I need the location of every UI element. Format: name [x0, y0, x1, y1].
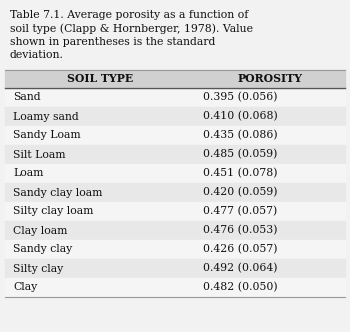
- Text: 0.485 (0.059): 0.485 (0.059): [203, 149, 277, 160]
- Text: Sandy clay: Sandy clay: [13, 244, 72, 255]
- Bar: [5, 107, 345, 126]
- Bar: [5, 183, 345, 202]
- Text: deviation.: deviation.: [10, 50, 64, 60]
- Bar: [5, 240, 345, 259]
- Text: soil type (Clapp & Hornberger, 1978). Value: soil type (Clapp & Hornberger, 1978). Va…: [10, 24, 253, 34]
- Text: Sandy Loam: Sandy Loam: [13, 130, 80, 140]
- Text: 0.410 (0.068): 0.410 (0.068): [203, 111, 278, 122]
- Text: 0.426 (0.057): 0.426 (0.057): [203, 244, 278, 255]
- Bar: [5, 145, 345, 164]
- Bar: [5, 202, 345, 221]
- Text: Silty clay: Silty clay: [13, 264, 63, 274]
- Text: 0.482 (0.050): 0.482 (0.050): [203, 282, 278, 292]
- Bar: [5, 88, 345, 107]
- Text: SOIL TYPE: SOIL TYPE: [67, 73, 133, 85]
- Bar: [5, 126, 345, 145]
- Text: Loam: Loam: [13, 169, 43, 179]
- Text: Sandy clay loam: Sandy clay loam: [13, 188, 102, 198]
- Text: 0.435 (0.086): 0.435 (0.086): [203, 130, 278, 141]
- Text: 0.420 (0.059): 0.420 (0.059): [203, 187, 278, 198]
- Text: 0.395 (0.056): 0.395 (0.056): [203, 92, 278, 103]
- Text: POROSITY: POROSITY: [238, 73, 302, 85]
- Text: 0.492 (0.064): 0.492 (0.064): [203, 263, 278, 274]
- Text: Clay: Clay: [13, 283, 37, 292]
- Text: 0.477 (0.057): 0.477 (0.057): [203, 207, 277, 217]
- Bar: [5, 278, 345, 297]
- Text: 0.476 (0.053): 0.476 (0.053): [203, 225, 278, 236]
- Text: Loamy sand: Loamy sand: [13, 112, 79, 122]
- Text: Silt Loam: Silt Loam: [13, 149, 65, 159]
- Bar: [5, 259, 345, 278]
- Text: Sand: Sand: [13, 93, 41, 103]
- Text: Clay loam: Clay loam: [13, 225, 67, 235]
- Bar: [5, 164, 345, 183]
- Text: Table 7.1. Average porosity as a function of: Table 7.1. Average porosity as a functio…: [10, 10, 248, 20]
- Bar: [5, 70, 345, 88]
- Text: shown in parentheses is the standard: shown in parentheses is the standard: [10, 37, 215, 47]
- Text: Silty clay loam: Silty clay loam: [13, 207, 93, 216]
- Text: 0.451 (0.078): 0.451 (0.078): [203, 168, 278, 179]
- Bar: [5, 221, 345, 240]
